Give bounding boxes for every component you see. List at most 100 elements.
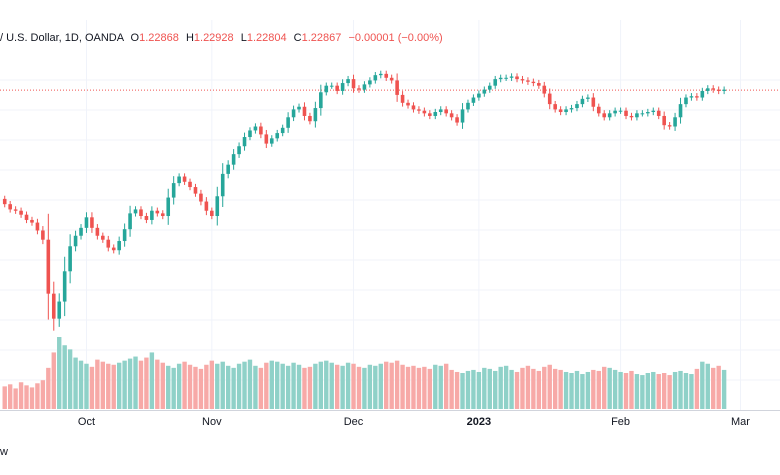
volume-bar	[443, 363, 449, 409]
volume-bar	[138, 360, 144, 409]
candle	[144, 212, 149, 224]
candle-body	[695, 96, 699, 98]
candle	[155, 207, 160, 217]
candle-body	[547, 93, 552, 105]
candle	[504, 74, 508, 81]
candle-body	[477, 93, 481, 98]
candle-body	[220, 173, 225, 197]
candle-body	[618, 110, 623, 112]
volume-bar	[612, 369, 618, 409]
candle-body	[324, 85, 329, 93]
candle-body	[357, 88, 361, 90]
volume-bar	[503, 365, 509, 409]
candle-body	[215, 196, 220, 217]
candle	[30, 216, 34, 226]
candle	[177, 173, 181, 187]
candle-body	[433, 112, 438, 116]
candle	[515, 73, 519, 83]
candle	[335, 82, 339, 95]
candle	[384, 70, 389, 81]
candle	[215, 186, 220, 226]
candle	[466, 99, 470, 113]
candles	[2, 70, 726, 331]
candle	[635, 110, 639, 121]
volume-bar	[193, 366, 198, 409]
candle	[362, 81, 367, 93]
candle-body	[640, 113, 645, 115]
candle-body	[155, 210, 160, 214]
candle-body	[428, 113, 432, 116]
volume-bar	[454, 371, 460, 409]
volume-bar	[313, 363, 318, 409]
candle	[711, 85, 716, 93]
volume-bar	[563, 371, 569, 409]
candle	[406, 99, 410, 109]
candle-body	[90, 217, 94, 228]
volume-bar	[661, 373, 667, 409]
x-tick-label: Dec	[343, 416, 364, 428]
candle-body	[133, 209, 138, 214]
candle	[651, 107, 656, 116]
candle-body	[291, 109, 296, 118]
candle-body	[466, 102, 470, 110]
volume-bar	[531, 368, 536, 409]
candle-body	[575, 104, 579, 109]
candle-body	[30, 219, 34, 223]
candle-body	[656, 110, 661, 116]
volume-bar	[35, 383, 40, 409]
volume-bar	[89, 366, 95, 409]
time-axis[interactable]	[0, 410, 780, 436]
candle	[231, 149, 236, 170]
volume-bar	[574, 370, 580, 409]
volume-bar	[345, 362, 351, 409]
candle-body	[591, 97, 596, 107]
volume-bar	[18, 382, 24, 409]
volume-bar	[73, 357, 78, 409]
volume-bar	[547, 364, 552, 409]
candle-body	[624, 110, 628, 116]
candle-body	[13, 209, 18, 211]
candle	[62, 256, 67, 317]
volume-bar	[182, 361, 187, 409]
volume-bar	[384, 361, 389, 409]
candle-body	[705, 88, 710, 91]
candle	[41, 226, 45, 245]
candle	[596, 103, 601, 117]
candle	[210, 207, 214, 220]
candle	[19, 207, 23, 218]
candle-body	[580, 98, 585, 105]
candle	[275, 129, 280, 142]
candle-body	[569, 108, 574, 110]
candle	[400, 91, 405, 107]
volume-bar	[247, 359, 253, 409]
candle	[695, 93, 699, 101]
volume-bar	[269, 360, 274, 409]
candle	[368, 77, 372, 88]
candle	[531, 78, 536, 87]
candle	[700, 87, 705, 101]
x-tick-label: Mar	[730, 416, 750, 428]
volume-bar	[122, 360, 127, 409]
volume-bar	[318, 361, 324, 409]
volume-bar	[280, 363, 285, 409]
candle	[580, 95, 585, 108]
candle-body	[362, 84, 367, 90]
candle-body	[313, 108, 318, 122]
volume-bar	[209, 360, 215, 409]
x-tick-label: Nov	[202, 416, 222, 428]
candle	[656, 107, 661, 120]
candle-body	[526, 80, 530, 82]
volume-bar	[460, 373, 465, 409]
volume-bar	[689, 374, 694, 409]
volume-bar	[645, 373, 651, 409]
candle	[259, 122, 263, 139]
candle	[291, 105, 296, 122]
volume-bar	[416, 367, 422, 409]
candle	[689, 93, 694, 101]
x-tick-label: Oct	[77, 416, 96, 428]
volume-bar	[149, 352, 155, 409]
candle-body	[275, 133, 280, 139]
volume-bar	[362, 367, 367, 409]
